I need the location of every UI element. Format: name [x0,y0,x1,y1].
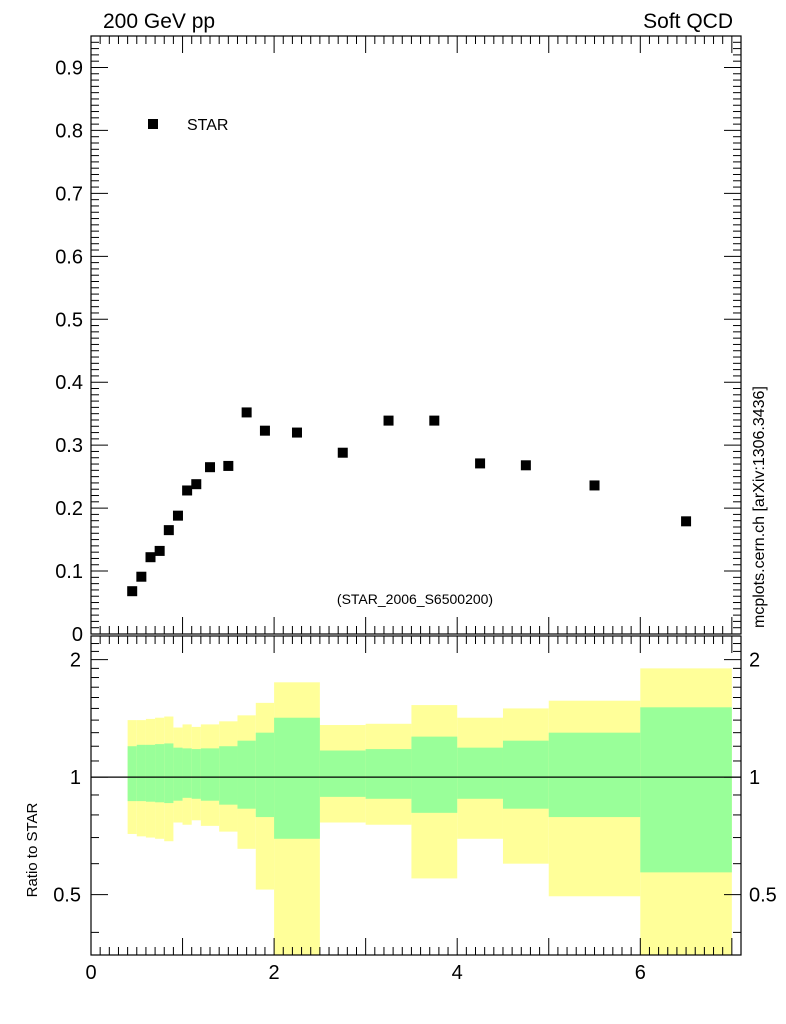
data-point [172,510,183,521]
y-tick-label: 0 [72,624,83,646]
inner-band [411,736,458,813]
inner-band [182,748,192,798]
inner-band [237,740,256,809]
data-point [291,427,302,438]
main-plot-area [127,407,692,597]
side-label: mcplots.cern.ch [arXiv:1306.3436] [751,386,768,628]
inner-band [191,749,201,799]
data-point [520,460,531,471]
data-point [383,415,394,426]
data-point [182,485,193,496]
inner-band [457,747,503,799]
data-point [191,479,202,490]
x-tick-label: 2 [269,962,280,984]
y-tick-label: 0.9 [55,57,83,79]
ratio-y-tick-label: 0.5 [53,885,81,907]
inner-band [319,750,366,797]
x-tick-label: 0 [85,962,96,984]
data-point [205,462,216,473]
ratio-frame [90,635,742,956]
data-point [475,458,486,469]
data-point [127,586,138,597]
inner-band [640,707,732,873]
data-point [154,545,165,556]
ratio-ylabel: Ratio to STAR [24,802,41,897]
main-frame [90,35,742,635]
inner-band [136,744,146,802]
data-point [223,460,234,471]
ratio-y-tick-label-right: 1 [749,767,760,789]
y-tick-label: 0.8 [55,120,83,142]
ratio-y-tick-label-right: 2 [749,650,760,672]
legend-label: STAR [187,117,228,134]
main-axes: 0 0.1 0.2 0.3 0.4 0.5 0.6 0.7 0.8 0.9 [55,35,742,646]
y-tick-label: 0.5 [55,309,83,331]
data-point [136,571,147,582]
left-title: 200 GeV pp [103,10,215,33]
inner-band [219,746,238,805]
ratio-y-tick-label: 1 [70,767,81,789]
right-title: Soft QCD [643,10,733,33]
analysis-annotation: (STAR_2006_S6500200) [337,591,493,607]
inner-band [365,749,412,799]
y-tick-label: 0.4 [55,372,83,394]
x-tick-label: 6 [635,962,646,984]
data-point [337,447,348,458]
data-point [163,525,174,536]
ratio-y-tick-label: 2 [70,650,81,672]
data-point [681,516,692,527]
data-point [259,425,270,436]
inner-band [200,748,220,801]
y-tick-label: 0.2 [55,498,83,520]
x-tick-label: 4 [452,962,463,984]
y-tick-label: 0.6 [55,246,83,268]
inner-band [164,743,174,804]
legend-marker [148,119,158,129]
inner-band [274,717,320,839]
data-point [145,552,156,563]
inner-band [255,732,275,818]
inner-band [127,746,137,802]
data-point [589,480,600,491]
inner-band [155,744,165,803]
data-point [241,407,252,418]
inner-band [502,740,549,809]
ratio-axes: 0.5 0.5 1 1 2 2 0 2 4 6 [53,635,777,984]
ratio-y-tick-label-right: 0.5 [749,885,777,907]
inner-band [173,747,183,801]
y-tick-label: 0.1 [55,561,83,583]
inner-band [145,744,156,802]
y-tick-label: 0.7 [55,183,83,205]
y-tick-label: 0.3 [55,435,83,457]
data-point [429,415,440,426]
ratio-bands [127,668,732,955]
inner-band [548,732,641,818]
